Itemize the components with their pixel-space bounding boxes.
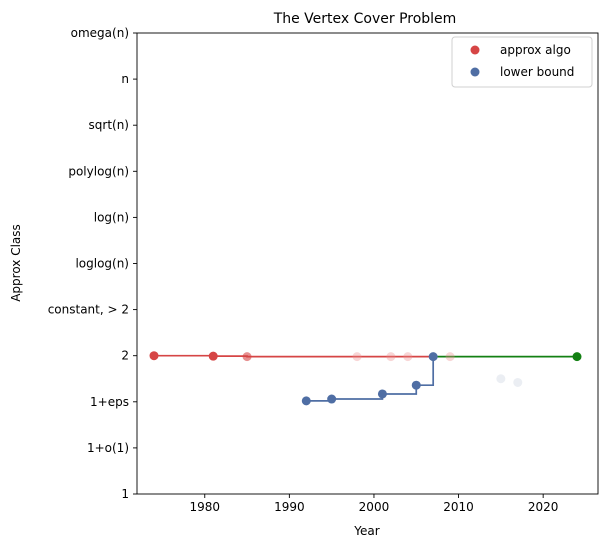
x-tick-label: 1990: [274, 500, 305, 514]
x-tick-label: 2000: [359, 500, 390, 514]
approx-algo-point: [386, 352, 396, 362]
lower-bound-point: [496, 374, 506, 384]
legend-box: [451, 36, 593, 88]
plot-area: [136, 32, 599, 495]
legend: approx algo lower bound: [451, 36, 593, 88]
legend-marker-lower-bound: [470, 67, 480, 77]
x-tick-label: 1980: [189, 500, 220, 514]
approx-algo-point: [352, 352, 362, 362]
y-tick-label: omega(n): [71, 26, 129, 40]
x-tick-label: 2020: [528, 500, 559, 514]
legend-marker-approx-algo: [470, 45, 480, 55]
y-tick-label: sqrt(n): [89, 118, 129, 132]
approx-algo-point: [242, 352, 252, 362]
y-axis-label: Approx Class: [9, 224, 23, 302]
chart-title: The Vertex Cover Problem: [273, 11, 457, 27]
y-tick-label: log(n): [94, 210, 129, 224]
y-tick-label: n: [121, 72, 129, 86]
frontier-point: [572, 352, 582, 362]
approx-algo-point: [403, 352, 413, 362]
lower-bound-step-line: [306, 356, 435, 402]
y-tick-label: loglog(n): [75, 257, 129, 271]
lower-bound-point: [327, 394, 337, 404]
approx-algo-point: [208, 351, 218, 361]
x-axis-ticks: 1980 1990 2000 2010 2020: [189, 494, 558, 514]
lower-bound-point: [513, 377, 523, 387]
lower-bound-point: [411, 380, 421, 390]
y-tick-label: 1: [121, 487, 129, 501]
approx-algo-point: [149, 351, 159, 361]
y-tick-label: polylog(n): [68, 164, 129, 178]
x-axis-label: Year: [353, 524, 379, 538]
approx-algo-point: [445, 352, 455, 362]
y-tick-label: constant, > 2: [48, 303, 129, 317]
y-tick-label: 1+eps: [90, 395, 129, 409]
legend-label-approx-algo: approx algo: [500, 43, 571, 57]
y-axis-ticks: 1 1+o(1) 1+eps 2 constant, > 2 loglog(n) log(n…: [48, 26, 137, 501]
series-layer: [149, 351, 582, 406]
lower-bound-point: [301, 396, 311, 406]
lower-bound-point: [428, 352, 438, 362]
approx-algo-step-line: [154, 354, 434, 358]
y-tick-label: 2: [121, 349, 129, 363]
x-tick-label: 2010: [443, 500, 474, 514]
legend-label-lower-bound: lower bound: [500, 65, 574, 79]
y-tick-label: 1+o(1): [87, 441, 129, 455]
lower-bound-point: [377, 389, 387, 399]
